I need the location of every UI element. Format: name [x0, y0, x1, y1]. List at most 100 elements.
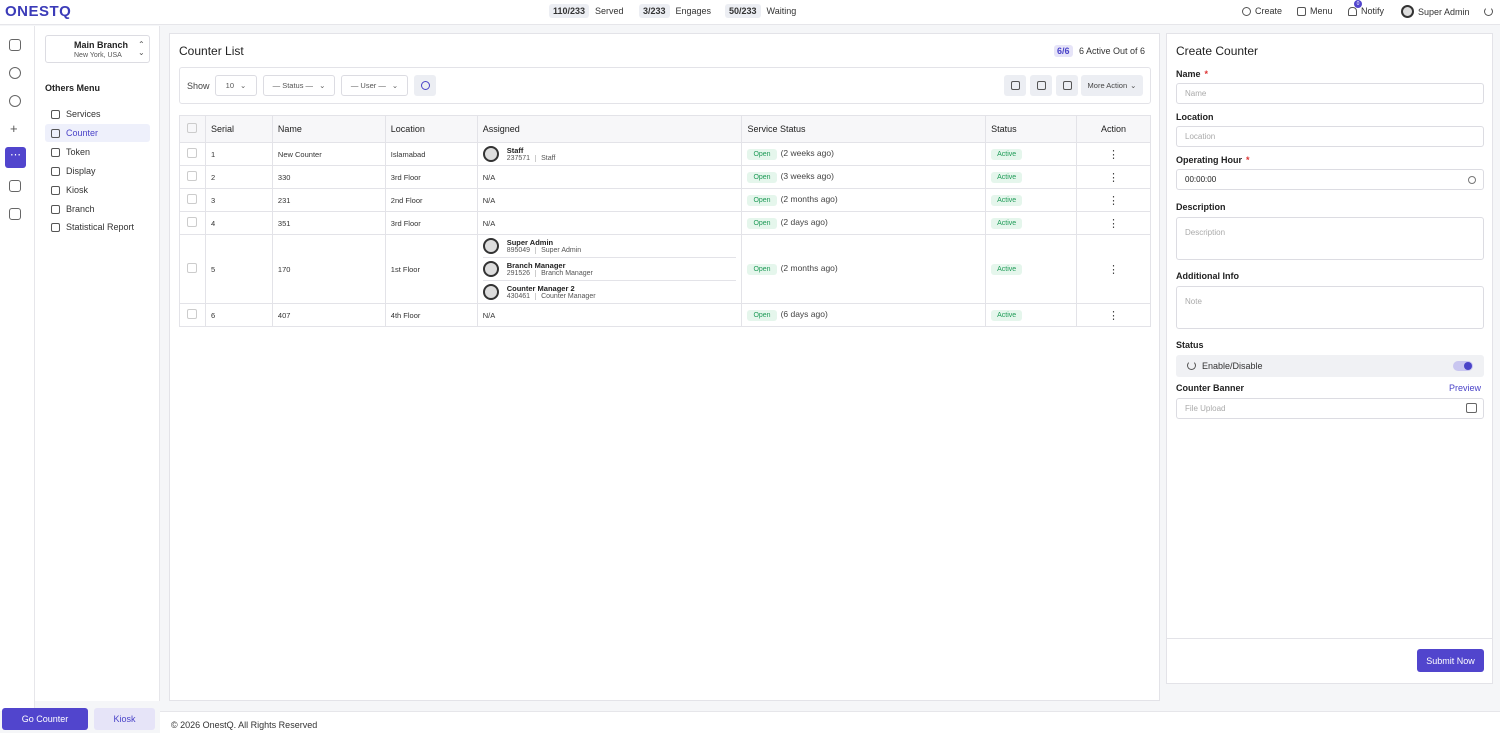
service-since: (6 days ago): [780, 309, 828, 319]
preview-link[interactable]: Preview: [1449, 383, 1482, 393]
create-button[interactable]: Create: [1242, 6, 1282, 16]
icon: [1062, 81, 1072, 90]
name-input[interactable]: Name: [1176, 83, 1484, 104]
menu-label: Kiosk: [66, 185, 89, 195]
search-button[interactable]: [414, 75, 436, 96]
field-label: Status: [1176, 340, 1204, 350]
stat-label: Waiting: [766, 6, 797, 16]
branch-name: Main Branch: [74, 40, 129, 50]
status-cell: Active: [985, 234, 1078, 304]
menu-item[interactable]: Token: [45, 143, 150, 161]
pdf-button[interactable]: [1030, 75, 1052, 96]
description-textarea[interactable]: Description: [1176, 217, 1484, 260]
menu-item[interactable]: Kiosk: [45, 181, 150, 199]
page-size-select[interactable]: 10 ⌄: [215, 75, 257, 96]
assignee-info: Super Admin 895049 Super Admin: [507, 238, 582, 254]
assignee: Staff 237571 Staff: [482, 143, 737, 165]
menu-icon: [51, 109, 60, 119]
serial-cell: 6: [204, 303, 273, 327]
menu-item[interactable]: Services: [45, 105, 150, 123]
filter-bar: Show 10 ⌄ — Status — ⌄ — User — ⌄ More Acti…: [179, 67, 1151, 104]
serial-cell: 2: [204, 165, 273, 189]
active-text: 6 Active Out of 6: [1079, 46, 1146, 56]
note-textarea[interactable]: Note: [1176, 286, 1484, 329]
logo[interactable]: ONESTQ: [5, 3, 72, 20]
avatar: [482, 284, 499, 300]
file-upload-input[interactable]: File Upload: [1176, 398, 1484, 419]
name-cell: 330: [271, 165, 386, 189]
rail-icon-active[interactable]: ⋯: [5, 147, 26, 168]
menu-item[interactable]: Branch: [45, 200, 150, 218]
logout-button[interactable]: [1484, 7, 1493, 16]
location-cell: 2nd Floor: [384, 188, 478, 212]
checkbox[interactable]: [187, 171, 198, 181]
footer: © 2026 OnestQ. All Rights Reserved: [160, 711, 1500, 733]
action-cell[interactable]: ⋮: [1076, 303, 1151, 327]
submit-button[interactable]: Submit Now: [1417, 649, 1484, 672]
assignee-role: Super Admin: [535, 247, 582, 254]
table-row: 4 351 3rd Floor N/A Open (2 days ago) Active ⋮: [179, 211, 1151, 235]
checkbox[interactable]: [187, 263, 198, 273]
user-select[interactable]: — User — ⌄: [341, 75, 408, 96]
rail-icon[interactable]: [9, 39, 21, 51]
status-cell: Active: [985, 303, 1078, 327]
rail-icon[interactable]: +: [10, 121, 18, 136]
status-select[interactable]: — Status — ⌄: [263, 75, 335, 96]
checkbox[interactable]: [187, 217, 198, 227]
menu-button[interactable]: Menu: [1297, 6, 1333, 16]
rail-icon[interactable]: [9, 180, 21, 192]
print-button[interactable]: [1004, 75, 1026, 96]
action-cell[interactable]: ⋮: [1076, 188, 1151, 212]
action-cell[interactable]: ⋮: [1076, 142, 1151, 166]
action-cell[interactable]: ⋮: [1076, 211, 1151, 235]
header-cell: Name: [271, 115, 386, 143]
counter-list-card: Counter List 6/6 6 Active Out of 6 Show …: [169, 33, 1160, 701]
rail-icon[interactable]: [9, 95, 21, 107]
more-action-button[interactable]: More Action ⌄: [1081, 75, 1143, 96]
name-cell: New Counter: [271, 142, 386, 166]
checkbox[interactable]: [187, 309, 198, 319]
user-menu[interactable]: Super Admin: [1401, 5, 1470, 18]
menu-item[interactable]: Statistical Report: [45, 218, 150, 236]
toggle-switch[interactable]: [1453, 361, 1473, 371]
status-badge: Active: [991, 263, 1023, 275]
assignee: Branch Manager 291526 Branch Manager: [482, 258, 737, 281]
table-row: 2 330 3rd Floor N/A Open (3 weeks ago) Active ⋮: [179, 165, 1151, 189]
header-row: Serial Name Location Assigned Service Status…: [179, 115, 1151, 143]
assignee-name: Counter Manager 2: [506, 284, 575, 293]
stat-count: 110/233: [549, 4, 590, 18]
rail-icon[interactable]: [9, 67, 21, 79]
field-label: Operating Hour *: [1176, 155, 1250, 165]
label: Create: [1255, 6, 1283, 16]
assignee-meta: 291526 Branch Manager: [507, 270, 593, 277]
active-count: 6/6: [1054, 45, 1073, 57]
stat: 3/233 Engages: [639, 4, 711, 18]
menu-icon: [51, 185, 60, 195]
menu-item[interactable]: Display: [45, 162, 150, 180]
branch-selector[interactable]: Main Branch New York, USA ⌃ ⌄: [45, 35, 150, 63]
sidebar: Main Branch New York, USA ⌃ ⌄ Others Menu…: [35, 26, 160, 701]
menu-item[interactable]: Counter: [45, 124, 150, 142]
notify-button[interactable]: Notify: [1348, 6, 1384, 16]
action-cell[interactable]: ⋮: [1076, 165, 1151, 189]
location-input[interactable]: Location: [1176, 126, 1484, 147]
go-counter-button[interactable]: Go Counter: [2, 708, 88, 730]
rail-icon[interactable]: [9, 208, 21, 220]
label: Menu: [1310, 6, 1333, 16]
table-row: 1 New Counter Islamabad Staff 237571 Staff Ope…: [179, 142, 1151, 166]
field-label: Counter Banner: [1176, 383, 1245, 393]
action-cell[interactable]: ⋮: [1076, 234, 1151, 304]
table-body: 1 New Counter Islamabad Staff 237571 Staff Ope…: [179, 142, 1151, 327]
checkbox[interactable]: [187, 148, 198, 158]
avatar: [482, 146, 499, 162]
required-mark: *: [1204, 69, 1209, 79]
excel-button[interactable]: [1056, 75, 1078, 96]
checkbox[interactable]: [187, 194, 198, 204]
kiosk-button[interactable]: Kiosk: [94, 708, 155, 730]
checkbox[interactable]: [187, 123, 198, 133]
menu-icon: [51, 128, 60, 138]
operating-hour-input[interactable]: 00:00:00: [1176, 169, 1484, 190]
clock-icon: [1468, 176, 1476, 184]
assignee-name: Staff: [506, 146, 524, 155]
